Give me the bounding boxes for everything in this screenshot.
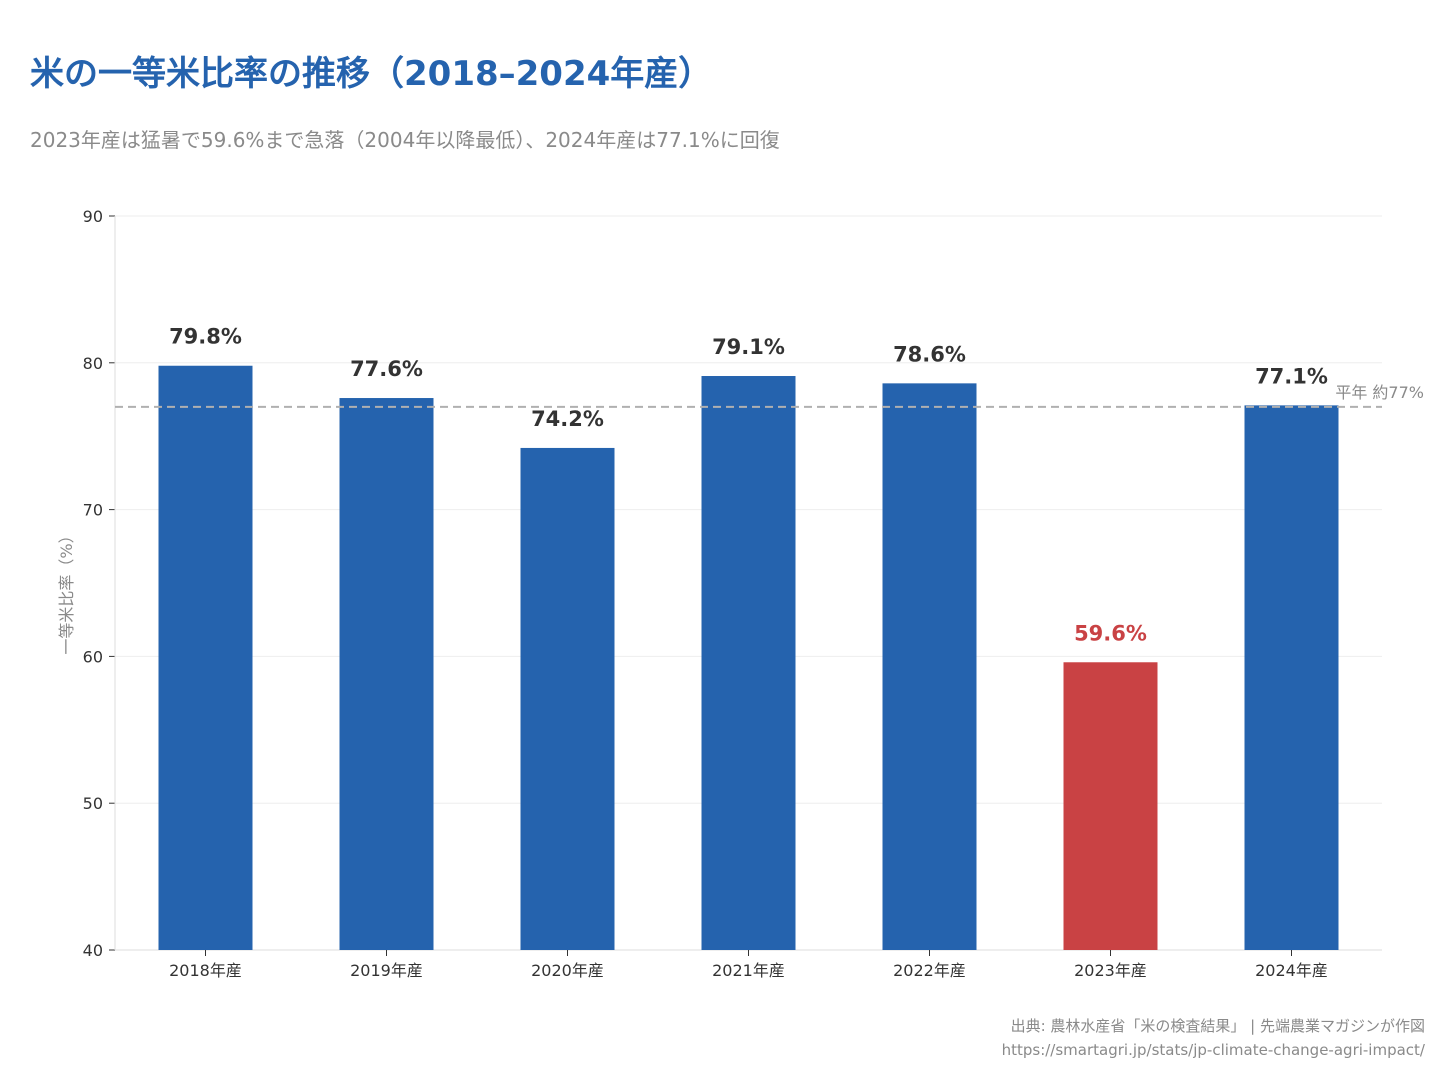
bar: [520, 447, 615, 950]
bar: [701, 376, 796, 951]
source-url: https://smartagri.jp/stats/jp-climate-ch…: [1001, 1041, 1425, 1059]
data-label: 77.6%: [350, 357, 423, 381]
x-tick-label: 2019年産: [350, 961, 423, 980]
bar-chart: 40 50 60 70 80 90 一等米比率（%） 79.8% 2018年産 77.6% 2019…: [57, 207, 1424, 980]
reference-line-label: 平年 約77%: [1335, 383, 1424, 402]
x-tick-label: 2018年産: [169, 961, 242, 980]
data-label: 59.6%: [1074, 621, 1147, 645]
x-tick-label: 2022年産: [893, 961, 966, 980]
chart-subtitle: 2023年産は猛暑で59.6%まで急落（2004年以降最低）、2024年産は77…: [30, 128, 780, 152]
y-tick-label: 80: [83, 354, 103, 373]
bar: [339, 398, 434, 951]
x-tick-label: 2020年産: [531, 961, 604, 980]
y-tick-label: 50: [83, 794, 103, 813]
data-label: 74.2%: [531, 407, 604, 431]
bar: [158, 365, 253, 951]
y-tick-label: 60: [83, 647, 103, 666]
data-label: 79.8%: [169, 325, 242, 349]
y-tick-label: 90: [83, 207, 103, 226]
data-label: 77.1%: [1255, 364, 1328, 388]
data-label: 78.6%: [893, 342, 966, 366]
source-note: 出典: 農林水産省「米の検査結果」 | 先端農業マガジンが作図 https://…: [1002, 1014, 1425, 1062]
x-tick-label: 2021年産: [712, 961, 785, 980]
y-axis-label: 一等米比率（%）: [57, 527, 76, 654]
bar: [1063, 662, 1158, 950]
bar: [1244, 405, 1339, 950]
chart-title: 米の一等米比率の推移（2018–2024年産）: [30, 54, 713, 94]
bar: [882, 383, 977, 950]
y-tick-label: 40: [83, 941, 103, 960]
x-tick-label: 2024年産: [1255, 961, 1328, 980]
data-label: 79.1%: [712, 335, 785, 359]
source-text: 出典: 農林水産省「米の検査結果」 | 先端農業マガジンが作図: [1010, 1017, 1425, 1035]
y-tick-label: 70: [83, 501, 103, 520]
x-tick-label: 2023年産: [1074, 961, 1147, 980]
